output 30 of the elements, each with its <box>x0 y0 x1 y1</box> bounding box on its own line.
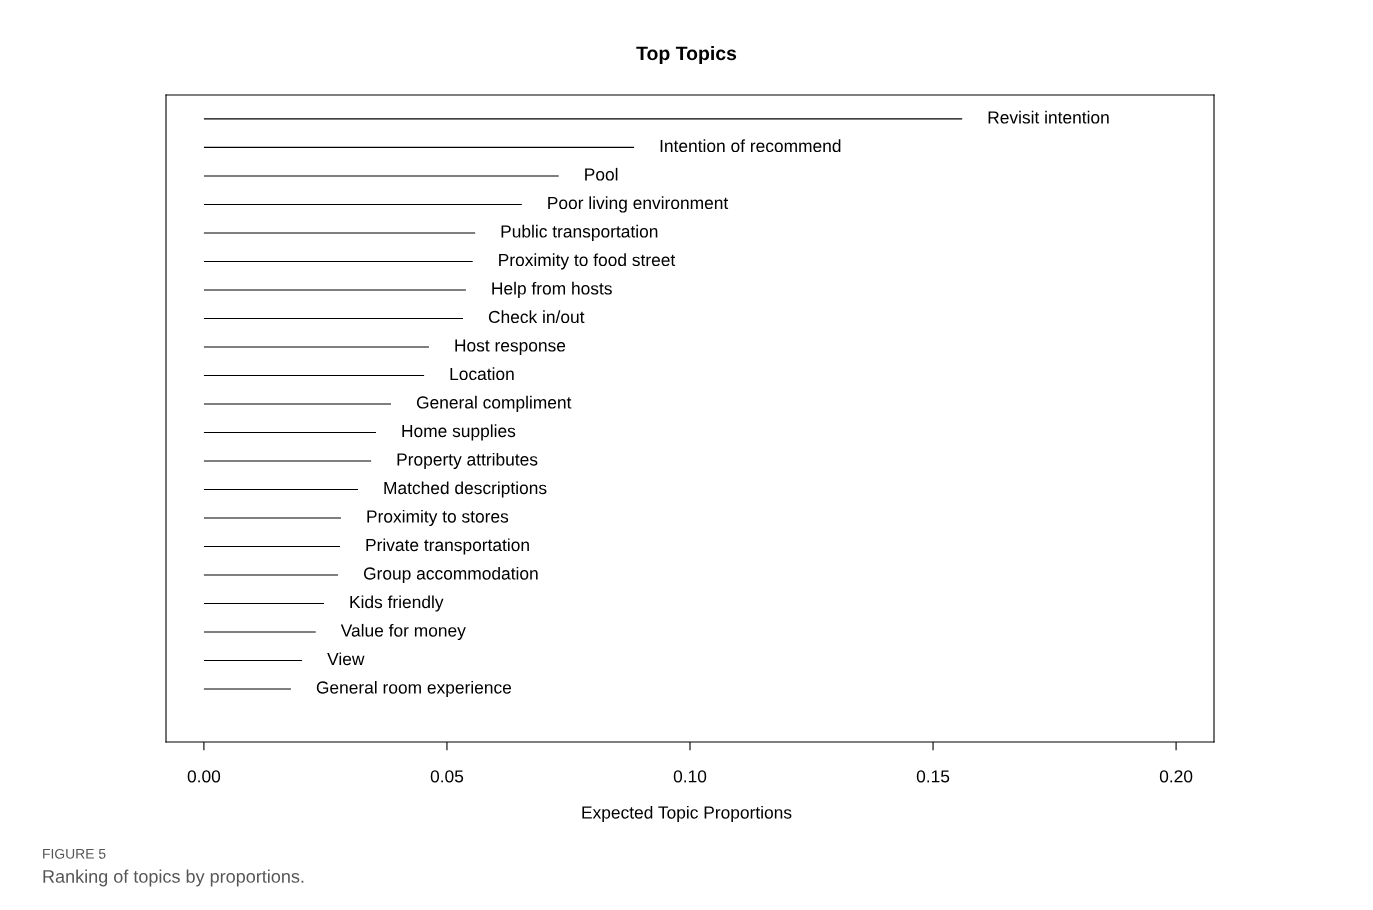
y-tick-label: Private transportation <box>366 538 529 555</box>
x-tick-label: 0.10 <box>673 770 707 783</box>
y-tick-label: Pool <box>585 167 618 181</box>
y-tick-label: General compliment <box>416 395 572 413</box>
y-tick-label: Host response <box>455 339 566 356</box>
caption: FIGURE 5 <box>43 848 106 859</box>
y-tick-label: View <box>327 652 365 666</box>
x-tick-label: 0.20 <box>1159 770 1193 783</box>
y-tick-label: Value for money <box>340 623 466 641</box>
y-tick-label: Help from hosts <box>492 281 612 299</box>
y-tick-label: Revisit intention <box>988 110 1109 124</box>
y-tick-label: Intention of recommend <box>660 139 841 153</box>
chart-title: Top Topics <box>636 45 737 65</box>
y-tick-label: Matched descriptions <box>384 481 547 498</box>
y-tick-label: Group accommodation <box>363 566 538 584</box>
y-tick-label: Property attributes <box>397 452 538 470</box>
text: Ranking of topics by proportions. <box>43 869 304 887</box>
y-tick-label: Proximity to stores <box>367 509 509 527</box>
y-tick-label: Poor living environment <box>548 196 729 213</box>
x-tick-label: 0.15 <box>916 770 950 783</box>
x-tick-label: 0.05 <box>430 770 464 783</box>
y-tick-label: Public transportation <box>501 224 658 242</box>
y-tick-label: General room experience <box>316 680 512 698</box>
x-axis-title: Expected Topic Proportions <box>582 805 792 823</box>
y-tick-label: Proximity to food street <box>499 253 676 270</box>
y-tick-label: Home supplies <box>402 424 516 441</box>
y-tick-label: Check in/out <box>488 310 585 324</box>
y-tick-label: Location <box>450 367 514 381</box>
y-tick-label: Kids friendly <box>350 595 444 612</box>
x-tick-label: 0.00 <box>187 770 221 783</box>
